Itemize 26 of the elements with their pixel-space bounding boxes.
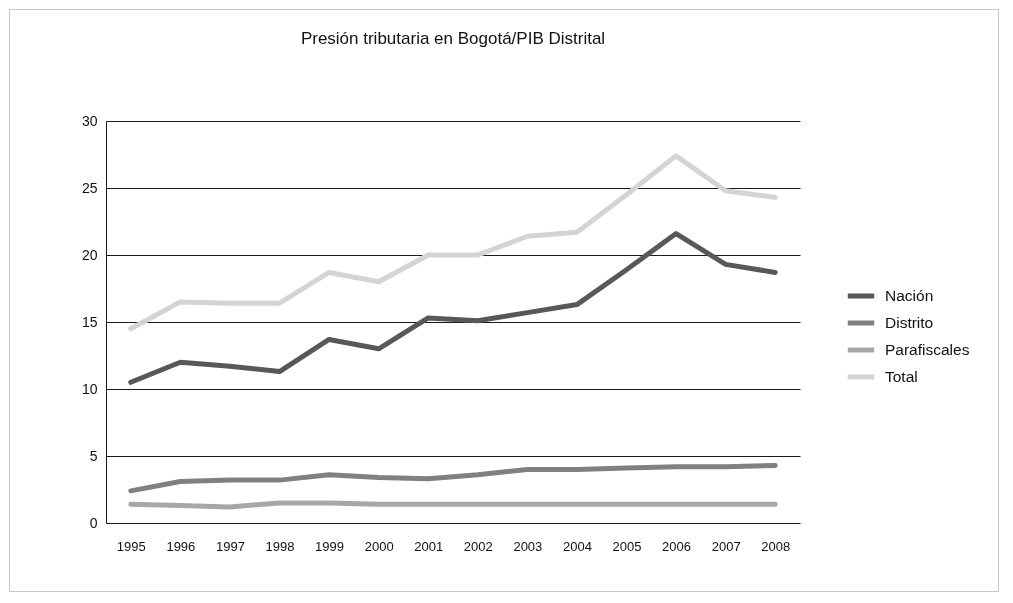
x-tick-label: 1997	[215, 538, 245, 554]
y-tick-label: 10	[81, 380, 98, 397]
x-tick-label: 2002	[463, 538, 493, 554]
x-tick-label: 1999	[315, 538, 345, 554]
x-tick-label: 2008	[761, 538, 791, 554]
x-tick-label: 2003	[513, 538, 543, 554]
x-tick-label: 1995	[116, 538, 146, 554]
x-tick-label: 2000	[364, 538, 394, 554]
y-tick-label: 30	[81, 112, 98, 129]
y-tick-label: 25	[81, 179, 98, 196]
chart-title: Presión tributaria en Bogotá/PIB Distrital	[300, 29, 606, 48]
y-tick-label: 0	[89, 514, 98, 531]
y-tick-label: 20	[81, 246, 98, 263]
x-tick-label: 2006	[662, 538, 692, 554]
x-tick-label: 2001	[414, 538, 444, 554]
x-tick-label: 2004	[562, 538, 592, 554]
y-tick-label: 5	[89, 447, 98, 464]
x-tick-label: 2007	[711, 538, 741, 554]
y-tick-label: 15	[81, 313, 98, 330]
legend-label: Distrito	[885, 314, 934, 331]
x-tick-label: 2005	[612, 538, 642, 554]
x-tick-label: 1998	[265, 538, 295, 554]
x-tick-label: 1996	[166, 538, 196, 554]
legend-label: Parafiscales	[885, 341, 970, 358]
legend-label: Nación	[885, 287, 934, 304]
legend-label: Total	[885, 368, 918, 385]
